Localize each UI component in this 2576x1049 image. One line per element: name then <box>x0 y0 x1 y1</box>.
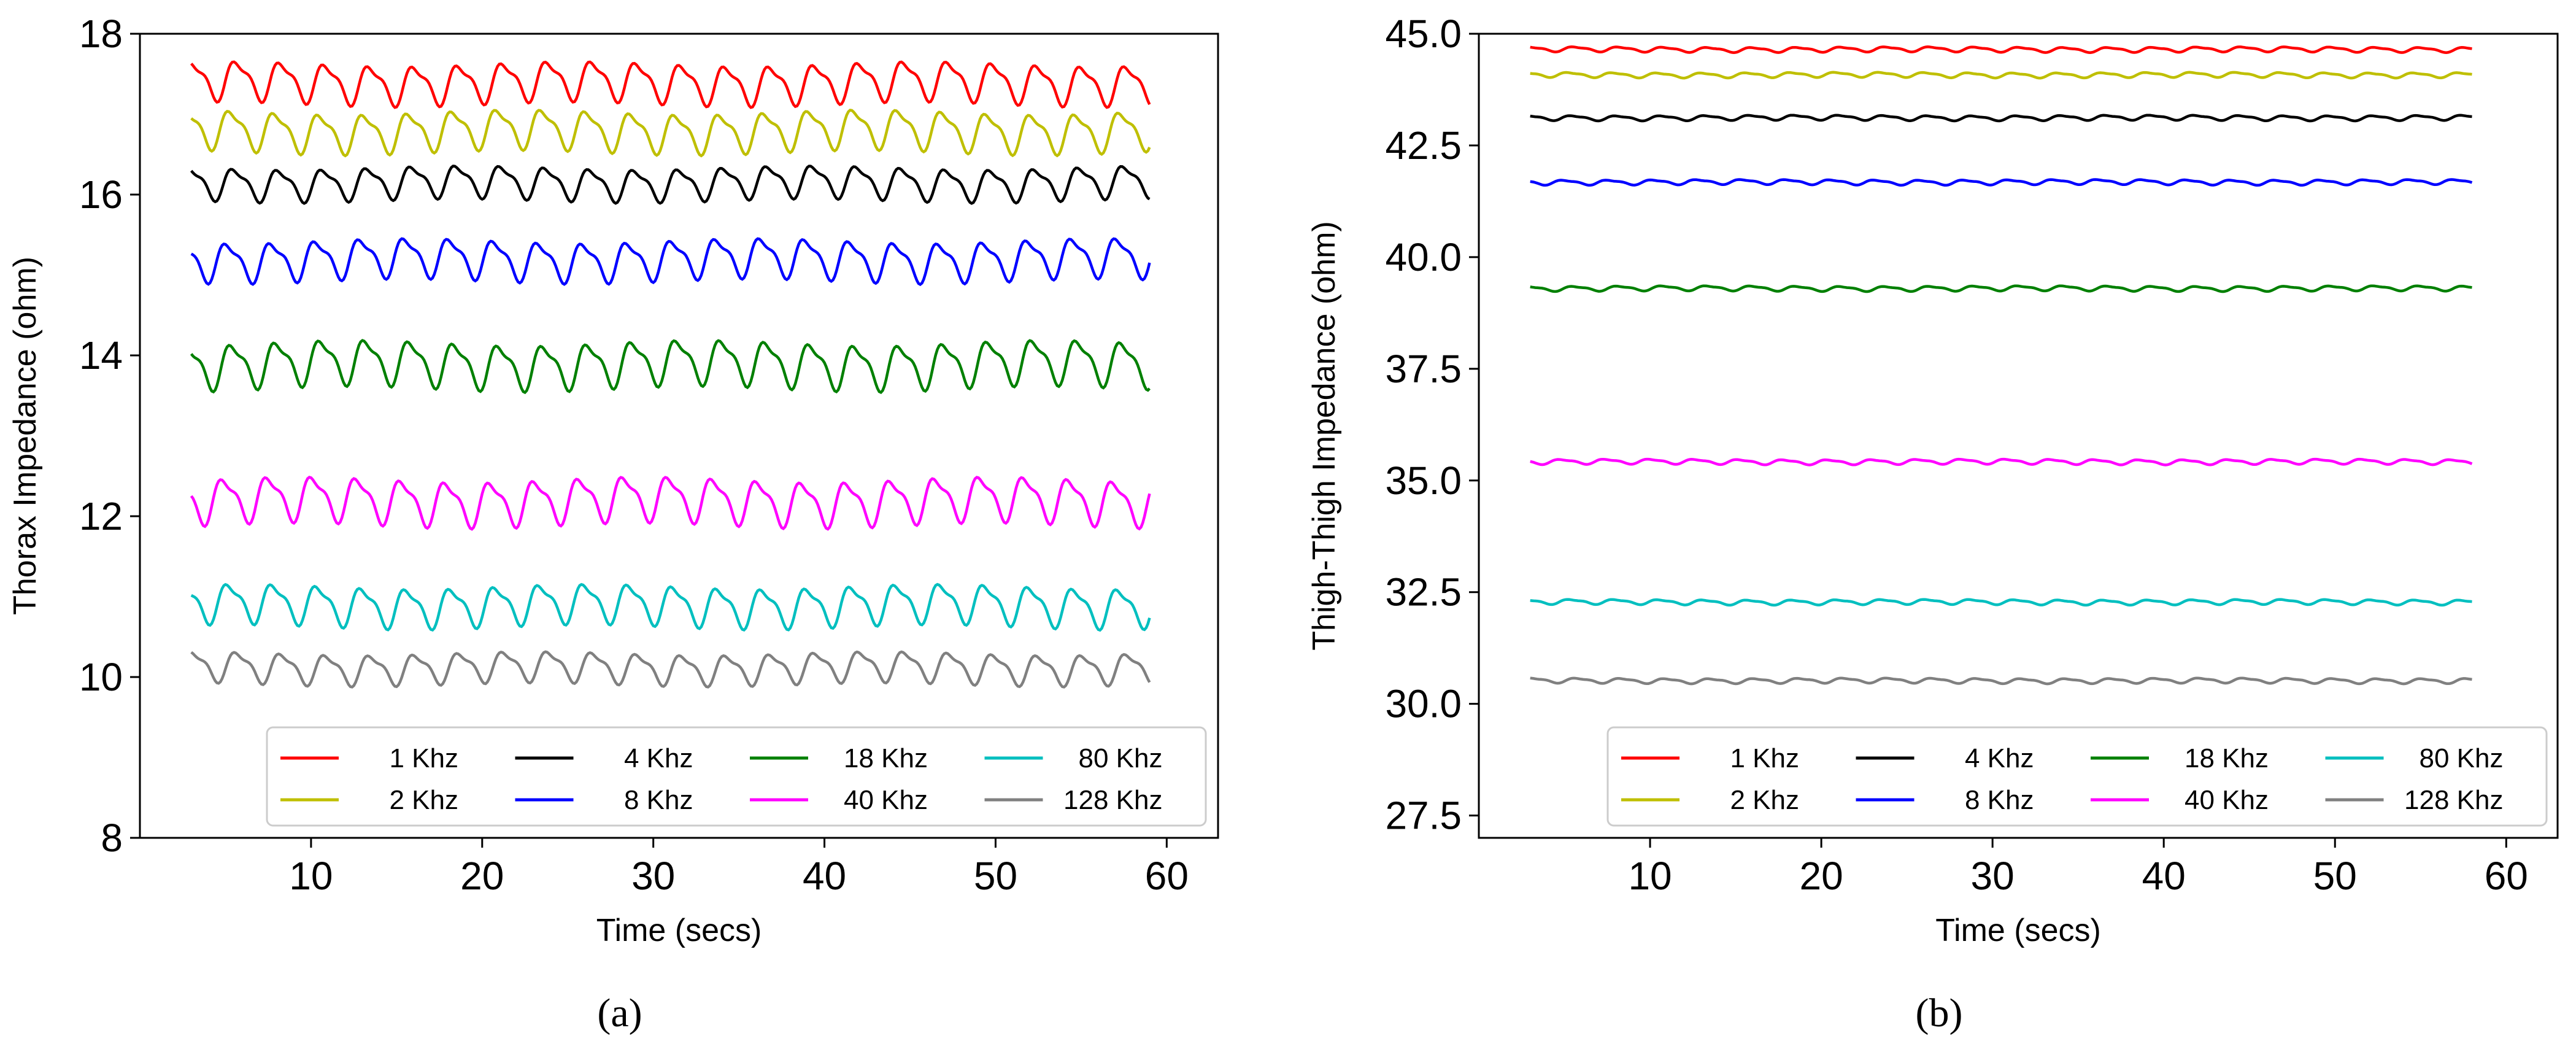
legend-label: 8 Khz <box>624 785 693 815</box>
x-tick-label: 60 <box>2485 854 2528 898</box>
legend-label: 18 Khz <box>2185 743 2269 773</box>
y-tick-label: 30.0 <box>1385 682 1462 726</box>
y-tick-label: 27.5 <box>1385 794 1462 838</box>
series-line-40-khz <box>190 475 1151 531</box>
series-line-40-khz <box>1530 457 2473 466</box>
series-line-128-khz <box>190 650 1151 689</box>
series-line-2-khz <box>1530 71 2472 80</box>
x-axis-label: Time (secs) <box>1935 913 2101 948</box>
legend-label: 2 Khz <box>1730 785 1799 815</box>
legend-label: 4 Khz <box>1965 743 2034 773</box>
legend: 1 Khz 2 Khz 4 Khz 8 Khz 18 Khz 40 Khz 80 Khz 12… <box>1606 726 2548 827</box>
x-tick-label: 50 <box>2313 854 2357 898</box>
chart-panel-2: 10 20 30 40 50 60 27.5 30.0 32.5 35.0 37.5 40.0 42.5… <box>1306 12 2559 1035</box>
legend-box <box>1606 726 2548 827</box>
x-tick-label: 60 <box>1145 854 1189 898</box>
legend-label: 18 Khz <box>844 743 928 773</box>
y-tick-label: 8 <box>101 816 123 860</box>
legend-label: 2 Khz <box>389 785 458 815</box>
chart-panel-1: 10 20 30 40 50 60 8 10 12 14 16 18 Time (secs) Thorax… <box>7 12 1219 1035</box>
series-line-8-khz <box>1530 178 2473 187</box>
x-tick-label: 10 <box>289 854 333 898</box>
x-axis-label: Time (secs) <box>596 913 762 948</box>
x-tick-label: 50 <box>974 854 1017 898</box>
x-tick-label: 20 <box>1800 854 1843 898</box>
legend-label: 80 Khz <box>1079 743 1163 773</box>
y-tick-label: 14 <box>79 333 123 377</box>
y-axis-label: Thorax Impedance (ohm) <box>7 257 43 615</box>
legend-label: 40 Khz <box>844 785 928 815</box>
legend-label: 1 Khz <box>389 743 458 773</box>
legend-label: 80 Khz <box>2420 743 2504 773</box>
series-line-8-khz <box>190 237 1151 287</box>
series-line-4-khz <box>1530 114 2472 123</box>
y-tick-label: 10 <box>79 655 123 699</box>
series-line-80-khz <box>190 583 1151 632</box>
x-tick-label: 40 <box>803 854 846 898</box>
legend-label: 1 Khz <box>1730 743 1799 773</box>
y-tick-label: 16 <box>79 172 123 217</box>
y-tick-label: 32.5 <box>1385 570 1462 614</box>
legend: 1 Khz 2 Khz 4 Khz 8 Khz 18 Khz 40 Khz 80 Khz 12… <box>266 726 1207 827</box>
y-tick-label: 12 <box>79 494 123 538</box>
plot-frame <box>1478 33 2559 839</box>
y-tick-label: 18 <box>79 12 123 56</box>
panel-label: (a) <box>597 991 642 1035</box>
y-tick-label: 37.5 <box>1385 347 1462 391</box>
series-line-80-khz <box>1530 598 2472 607</box>
legend-label: 4 Khz <box>624 743 693 773</box>
x-tick-label: 30 <box>1971 854 2015 898</box>
legend-label: 8 Khz <box>1965 785 2034 815</box>
series-line-2-khz <box>190 109 1151 158</box>
y-tick-label: 40.0 <box>1385 235 1462 279</box>
legend-label: 128 Khz <box>1063 785 1162 815</box>
panel-label: (b) <box>1916 991 1963 1035</box>
y-tick-label: 45.0 <box>1385 12 1462 56</box>
series-line-128-khz <box>1530 676 2472 686</box>
series-line-18-khz <box>1530 284 2472 293</box>
series-line-1-khz <box>190 60 1151 109</box>
x-tick-label: 10 <box>1628 854 1672 898</box>
y-tick-label: 42.5 <box>1385 123 1462 168</box>
x-tick-label: 40 <box>2142 854 2186 898</box>
series-line-18-khz <box>190 339 1151 395</box>
legend-box <box>266 726 1207 827</box>
x-tick-label: 30 <box>631 854 675 898</box>
y-axis-label: Thigh-Thigh Impedance (ohm) <box>1306 221 1342 650</box>
x-tick-label: 20 <box>460 854 504 898</box>
legend-label: 128 Khz <box>2404 785 2503 815</box>
series-line-4-khz <box>190 165 1151 205</box>
series-line-1-khz <box>1530 45 2472 54</box>
y-tick-label: 35.0 <box>1385 459 1462 503</box>
legend-label: 40 Khz <box>2185 785 2269 815</box>
plot-frame <box>139 33 1219 839</box>
